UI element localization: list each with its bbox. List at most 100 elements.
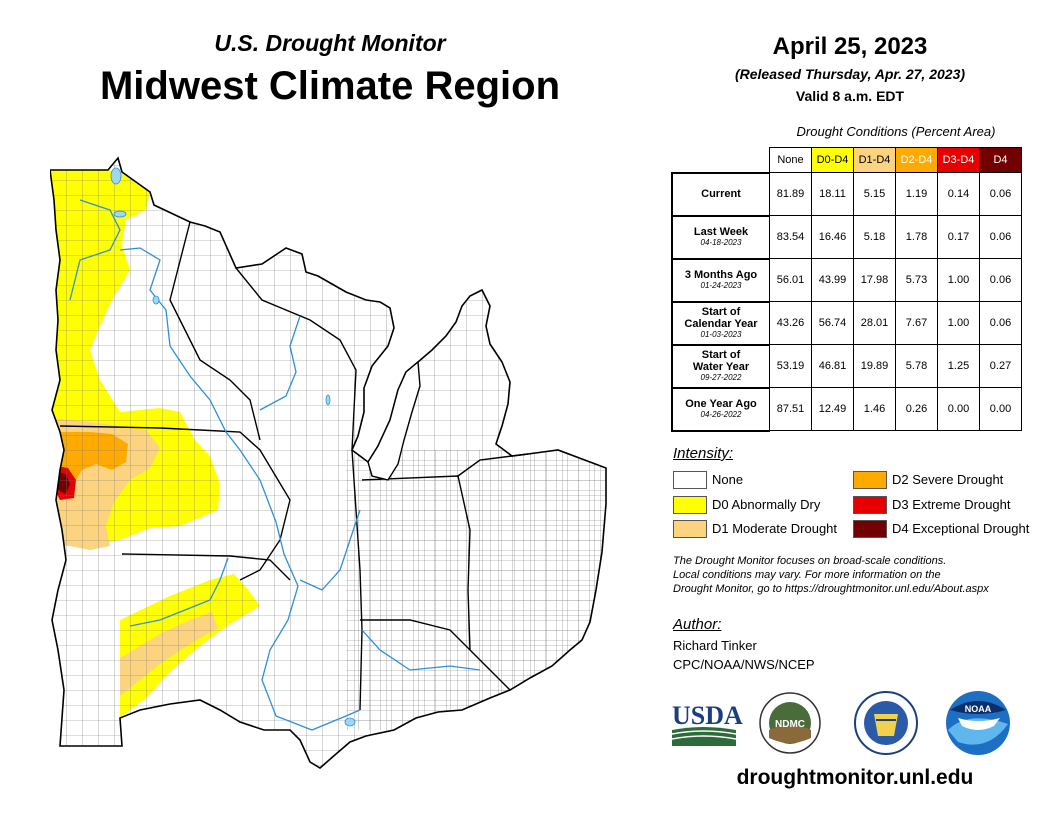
table-caption: Drought Conditions (Percent Area) [796,124,996,139]
legend-label: D4 Exceptional Drought [892,521,1030,536]
table-header-row: None D0-D4 D1-D4 D2-D4 D3-D4 D4 [672,147,1022,173]
table-corner [672,148,770,173]
table-cell: 46.81 [811,344,854,388]
table-cell: 56.01 [769,258,812,302]
legend-swatch [853,520,887,538]
row-label: One Year Ago 04-26-2022 [671,386,770,432]
legend-label: D0 Abnormally Dry [712,497,821,512]
author-label: Author: [673,616,722,633]
table-cell: 0.06 [979,172,1022,216]
table-cell: 0.06 [979,258,1022,302]
usda-logo-text: USDA [672,701,743,730]
table-cell: 5.78 [895,344,938,388]
table-cell: 0.26 [895,387,938,431]
table-cell: 5.73 [895,258,938,302]
table-cell: 0.00 [937,387,980,431]
map-title: Midwest Climate Region [99,64,561,108]
release-date: (Released Thursday, Apr. 27, 2023) [734,66,966,82]
state-borders [59,221,529,711]
table-cell: 83.54 [769,215,812,259]
row-date: 04-26-2022 [700,410,742,419]
agency-logos: USDA NDMC NOAA [671,691,1010,755]
ndmc-logo: NDMC [759,692,821,754]
table-row-start-calendar-year: Start of Calendar Year 01-03-2023 43.26 56… [671,300,1022,346]
valid-time: Valid 8 a.m. EDT [795,88,905,104]
table-cell: 87.51 [769,387,812,431]
table-cell: 43.26 [769,301,812,345]
table-cell: 53.19 [769,344,812,388]
table-cell: 0.06 [979,301,1022,345]
table-cell: 5.18 [853,215,896,259]
legend-title: Intensity: [673,445,734,462]
legend-swatch [673,471,707,489]
table-cell: 1.78 [895,215,938,259]
row-date: 01-24-2023 [700,281,742,290]
table-cell: 28.01 [853,301,896,345]
row-label: Current [671,171,770,217]
table-cell: 1.19 [895,172,938,216]
col-header-d0-d4: D0-D4 [811,147,854,173]
disclaimer-note: The Drought Monitor focuses on broad-sca… [673,554,1043,596]
table-cell: 0.17 [937,215,980,259]
col-header-d2-d4: D2-D4 [895,147,938,173]
col-header-none: None [769,147,812,173]
table-cell: 0.27 [979,344,1022,388]
note-line: Local conditions may vary. For more info… [673,569,941,581]
legend-label: None [712,472,744,487]
valid-date: April 25, 2023 [772,33,928,60]
legend-swatch [673,496,707,514]
drought-map [50,157,607,769]
legend-label: D3 Extreme Drought [892,497,1011,512]
table-cell: 1.46 [853,387,896,431]
legend-swatch [853,496,887,514]
table-row-current: Current 81.89 18.11 5.15 1.19 0.14 0.06 [671,171,1022,217]
row-label: Last Week 04-18-2023 [671,214,770,260]
row-label: Start of Water Year 09-27-2022 [671,343,770,389]
table-cell: 5.15 [853,172,896,216]
website-url[interactable]: droughtmonitor.unl.edu [736,766,974,789]
table-cell: 43.99 [811,258,854,302]
author-org: CPC/NOAA/NWS/NCEP [673,657,815,672]
lakes [110,167,356,727]
table-cell: 1.00 [937,301,980,345]
table-cell: 7.67 [895,301,938,345]
ndmc-logo-text: NDMC [775,719,805,730]
table-cell: 0.14 [937,172,980,216]
col-header-d4: D4 [979,147,1022,173]
drought-stats-table: None D0-D4 D1-D4 D2-D4 D3-D4 D4 Current … [671,147,1022,432]
row-label: Start of Calendar Year 01-03-2023 [671,300,770,346]
table-cell: 81.89 [769,172,812,216]
legend-label: D1 Moderate Drought [712,521,838,536]
table-cell: 1.00 [937,258,980,302]
usda-logo: USDA [671,701,743,746]
map-subtitle: U.S. Drought Monitor [214,30,446,56]
table-cell: 18.11 [811,172,854,216]
row-label: 3 Months Ago 01-24-2023 [671,257,770,303]
table-cell: 16.46 [811,215,854,259]
table-cell: 12.49 [811,387,854,431]
table-cell: 0.06 [979,215,1022,259]
table-row-last-week: Last Week 04-18-2023 83.54 16.46 5.18 1.7… [671,214,1022,260]
note-line: Drought Monitor, go to https://droughtmo… [673,583,989,595]
table-cell: 1.25 [937,344,980,388]
row-date: 01-03-2023 [700,330,742,339]
lake-michigan [367,360,421,481]
col-header-d1-d4: D1-D4 [853,147,896,173]
col-header-d3-d4: D3-D4 [937,147,980,173]
legend-swatch [853,471,887,489]
commerce-seal-logo [854,691,918,755]
table-cell: 0.00 [979,387,1022,431]
table-row-3-months-ago: 3 Months Ago 01-24-2023 56.01 43.99 17.98… [671,257,1022,303]
noaa-logo-text: NOAA [965,704,992,714]
table-cell: 56.74 [811,301,854,345]
table-row-start-water-year: Start of Water Year 09-27-2022 53.19 46.81… [671,343,1022,389]
legend-swatch [673,520,707,538]
author-name: Richard Tinker [673,638,757,653]
row-date: 04-18-2023 [700,238,742,247]
table-cell: 17.98 [853,258,896,302]
table-row-one-year-ago: One Year Ago 04-26-2022 87.51 12.49 1.46 … [671,386,1022,432]
note-line: The Drought Monitor focuses on broad-sca… [673,555,947,567]
row-date: 09-27-2022 [700,373,742,382]
table-cell: 19.89 [853,344,896,388]
legend-label: D2 Severe Drought [892,472,1004,487]
